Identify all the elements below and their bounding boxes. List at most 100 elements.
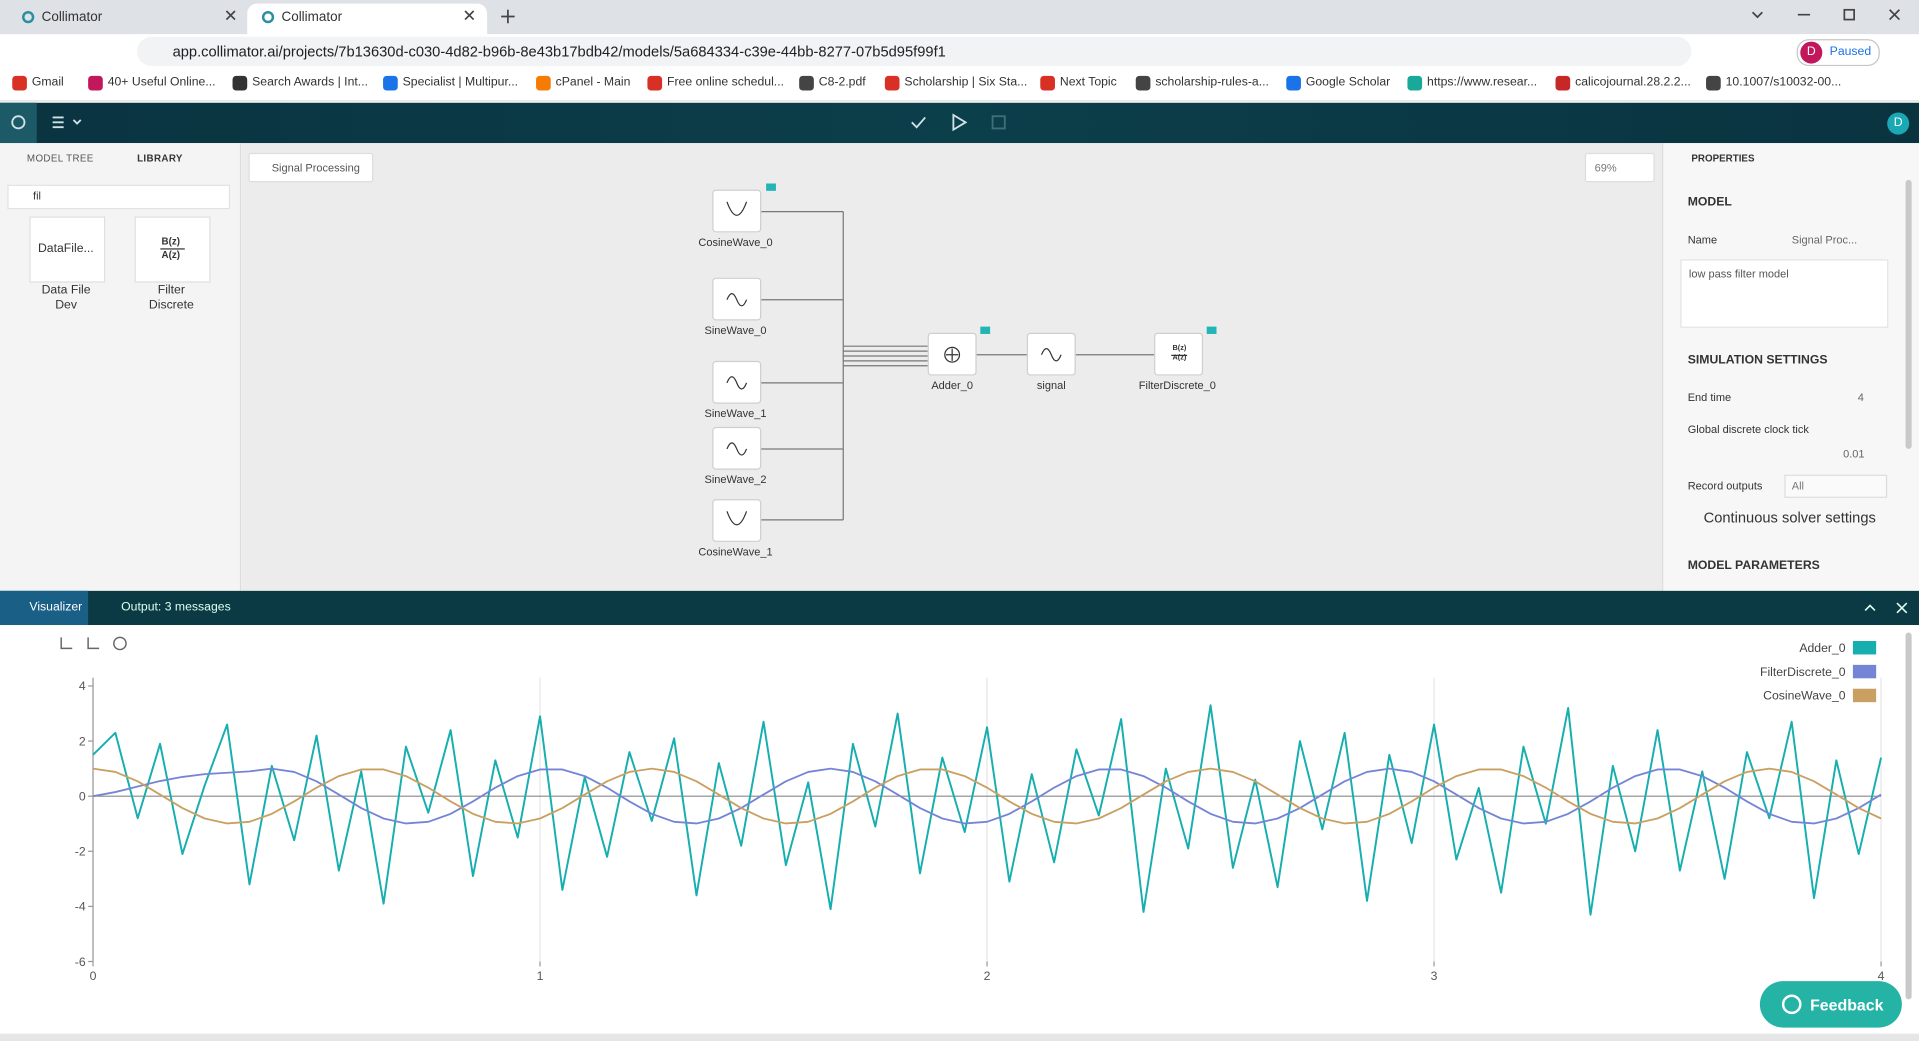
bookmark-label: Scholarship | Six Sta... bbox=[904, 75, 1028, 90]
panel-tab-active[interactable]: LIBRARY bbox=[137, 152, 183, 164]
block-name: SineWave_1 bbox=[704, 407, 767, 420]
bookmark-icon bbox=[383, 75, 398, 91]
restore[interactable] bbox=[1843, 8, 1855, 21]
app-header: D bbox=[0, 102, 1919, 144]
x-tick-label: 3 bbox=[1431, 969, 1438, 983]
section-heading: MODEL PARAMETERS bbox=[1687, 559, 1820, 573]
library-block[interactable]: DataFile... bbox=[29, 216, 106, 283]
legend-label: Adder_0 bbox=[1799, 641, 1845, 655]
bookmark-icon bbox=[1135, 75, 1151, 91]
x-tick-label: 0 bbox=[90, 969, 97, 983]
close-panel[interactable] bbox=[1896, 602, 1908, 614]
field-label: End time bbox=[1687, 391, 1732, 404]
search-text: fil bbox=[33, 189, 41, 202]
menu[interactable] bbox=[52, 116, 82, 129]
bookmark-label: Free online schedul... bbox=[666, 75, 785, 90]
solver-link[interactable]: Continuous solver settings bbox=[1703, 508, 1876, 527]
panel-tab[interactable]: MODEL TREE bbox=[26, 152, 94, 164]
block-name: SineWave_0 bbox=[704, 324, 767, 337]
x-tick-label: 4 bbox=[1878, 969, 1885, 983]
y-tick-label: -6 bbox=[75, 955, 86, 969]
breadcrumb-text: Signal Processing bbox=[271, 161, 360, 174]
block-label: Data File Dev bbox=[41, 283, 91, 312]
scrollbar[interactable] bbox=[1905, 179, 1912, 449]
bookmark-label: C8-2.pdf bbox=[818, 75, 866, 90]
bookmark-label: calicojournal.28.2.2... bbox=[1575, 75, 1691, 90]
plot-flag bbox=[1206, 326, 1217, 334]
bookmarks-bar: Gmail 40+ Useful Online... Search Awards |… bbox=[0, 68, 1919, 102]
bookmark-icon bbox=[1555, 75, 1571, 91]
diagram-block[interactable] bbox=[712, 426, 762, 470]
omnibox[interactable]: app.collimator.ai/projects/7b13630d-c030… bbox=[137, 36, 1692, 67]
fraction-bar bbox=[1171, 354, 1188, 356]
breadcrumb[interactable]: Signal Processing bbox=[248, 152, 374, 183]
browser-tab-active[interactable]: Collimator bbox=[247, 3, 488, 35]
search-box[interactable]: fil bbox=[7, 184, 231, 210]
bookmark-icon bbox=[88, 75, 103, 91]
block-icon-text: B(z) bbox=[161, 236, 181, 248]
profile-status: Paused bbox=[1829, 45, 1872, 59]
y-tick-label: 4 bbox=[79, 679, 86, 693]
library-block[interactable]: B(z) A(z) bbox=[134, 216, 211, 283]
diagram-block[interactable] bbox=[927, 332, 977, 376]
field-value[interactable]: 0.01 bbox=[1843, 447, 1865, 460]
field-label: Name bbox=[1687, 233, 1718, 246]
diagram-block[interactable] bbox=[712, 189, 762, 233]
diagram-block[interactable]: B(z) A(z) bbox=[1154, 332, 1204, 376]
browser-tab[interactable]: Collimator bbox=[7, 4, 244, 35]
zoom-select[interactable]: 69% bbox=[1584, 152, 1655, 183]
bookmark-label: Gmail bbox=[31, 75, 64, 90]
bookmark-icon bbox=[1286, 75, 1301, 91]
y-tick-label: 0 bbox=[79, 789, 86, 803]
block-name: CosineWave_0 bbox=[698, 236, 773, 249]
tab-text: Visualizer bbox=[29, 600, 83, 615]
profile-chip[interactable]: D Paused bbox=[1796, 39, 1880, 67]
field-value[interactable]: 4 bbox=[1857, 391, 1864, 404]
bookmark-label: Specialist | Multipur... bbox=[402, 75, 519, 90]
scrollbar bbox=[1905, 632, 1912, 1000]
user-avatar[interactable]: D bbox=[1887, 112, 1910, 135]
diagram-block[interactable] bbox=[712, 277, 762, 321]
y-tick-label: -4 bbox=[75, 900, 86, 914]
header-icons bbox=[11, 113, 1006, 132]
description-box[interactable]: low pass filter model bbox=[1680, 259, 1889, 328]
record-select[interactable]: All bbox=[1784, 474, 1888, 498]
diagram-block[interactable] bbox=[712, 499, 762, 542]
block-icon-text: A(z) bbox=[1172, 354, 1187, 363]
plot-flag bbox=[766, 183, 776, 191]
field-label: Record outputs bbox=[1687, 479, 1763, 492]
bookmark-label: Next Topic bbox=[1059, 75, 1117, 90]
field-value[interactable]: Signal Proc... bbox=[1791, 233, 1858, 246]
diagram-block[interactable] bbox=[1026, 332, 1076, 376]
close-window[interactable] bbox=[1889, 9, 1901, 21]
zoom-text: 69% bbox=[1594, 161, 1617, 174]
bookmark-label: 10.1007/s10032-00... bbox=[1725, 75, 1842, 90]
block-name: CosineWave_1 bbox=[698, 545, 773, 558]
collapse[interactable] bbox=[1864, 604, 1876, 611]
favicon bbox=[261, 11, 275, 24]
series-line bbox=[92, 704, 1883, 916]
bottom-tab[interactable]: Output: 3 messages bbox=[121, 600, 231, 615]
status-bar bbox=[0, 1033, 1919, 1041]
tab-search[interactable] bbox=[1751, 11, 1763, 19]
visualizer-chart: 0 1 2 3 4 -6 -4 -2 0 2 4 Adder_0 FilterDiscrete_0 Cos… bbox=[0, 625, 1919, 1034]
reset-tool[interactable] bbox=[113, 636, 127, 651]
app-logo[interactable] bbox=[0, 102, 37, 144]
url: app.collimator.ai/projects/7b13630d-c030… bbox=[172, 42, 946, 60]
legend-swatch bbox=[1852, 664, 1877, 679]
feedback-button[interactable]: Feedback bbox=[1759, 981, 1902, 1028]
bottom-tab-active[interactable]: Visualizer bbox=[0, 590, 89, 626]
new-tab[interactable] bbox=[501, 9, 515, 24]
check-model[interactable] bbox=[911, 116, 926, 129]
zoom-tool[interactable] bbox=[60, 637, 100, 650]
run[interactable] bbox=[952, 113, 968, 132]
close-tab[interactable] bbox=[464, 10, 475, 21]
bookmark-label: https://www.resear... bbox=[1427, 75, 1538, 90]
bookmark-icon bbox=[799, 75, 814, 91]
legend-label: CosineWave_0 bbox=[1763, 689, 1846, 703]
bookmark-icon bbox=[1407, 75, 1423, 91]
bookmark-label: 40+ Useful Online... bbox=[107, 75, 216, 90]
diagram-block[interactable] bbox=[712, 360, 762, 404]
close-tab[interactable] bbox=[225, 10, 236, 21]
